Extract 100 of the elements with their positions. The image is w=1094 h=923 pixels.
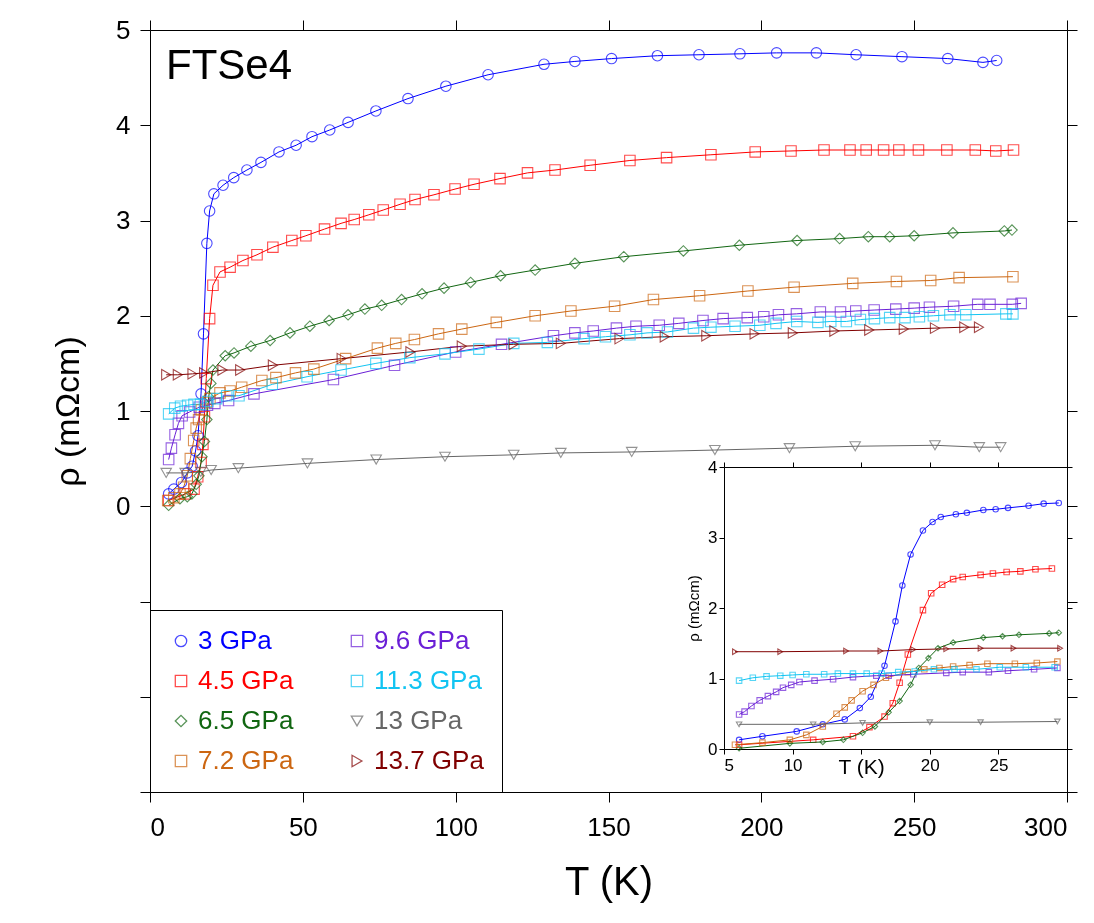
point — [841, 716, 849, 723]
point — [772, 688, 780, 696]
point — [789, 671, 796, 679]
point — [735, 721, 743, 728]
point — [937, 513, 945, 521]
point — [779, 684, 787, 691]
point — [849, 733, 857, 740]
legend-label: 6.5 GPa — [198, 705, 294, 735]
x-tick-label: 50 — [288, 811, 318, 842]
y-tick-label: 3 — [116, 205, 131, 235]
point — [929, 518, 936, 526]
x-tick-label: 300 — [1024, 811, 1068, 842]
y-axis-title: ρ (mΩcm) — [685, 575, 703, 642]
point — [1033, 659, 1041, 667]
y-tick-label: 0 — [116, 490, 131, 521]
y-tick-label: 0 — [708, 739, 718, 759]
point — [925, 654, 932, 662]
x-tick-label: 20 — [920, 755, 940, 775]
point — [977, 571, 984, 579]
point — [1022, 663, 1030, 671]
point — [1045, 630, 1053, 637]
point — [856, 704, 864, 712]
legend-label: 9.6 GPa — [374, 625, 470, 655]
point — [871, 723, 879, 730]
point — [896, 697, 903, 705]
point — [1010, 644, 1017, 652]
point — [829, 675, 837, 683]
x-axis-title: T (K) — [838, 754, 885, 778]
point — [811, 677, 818, 684]
point — [999, 632, 1006, 640]
y-tick-label: 1 — [116, 395, 131, 426]
x-tick-label: 10 — [783, 755, 803, 775]
point — [741, 708, 748, 715]
point — [896, 679, 903, 687]
legend-label: 7.2 GPa — [198, 745, 294, 775]
point — [756, 697, 763, 704]
point — [992, 506, 999, 513]
legend-label: 3 GPa — [198, 625, 273, 655]
point — [984, 660, 991, 667]
x-axis-title: T (K) — [564, 858, 654, 903]
point — [963, 509, 971, 517]
point — [1040, 500, 1047, 507]
point — [809, 721, 817, 728]
y-tick-label: 2 — [116, 300, 131, 331]
x-tick-label: 250 — [892, 811, 937, 842]
point — [996, 663, 1004, 671]
point — [1055, 629, 1063, 636]
x-tick-label: 25 — [989, 755, 1009, 775]
point — [1030, 666, 1038, 673]
point — [899, 582, 906, 589]
point — [866, 723, 873, 731]
point — [952, 510, 960, 518]
point — [930, 666, 938, 673]
point — [894, 668, 902, 676]
point — [966, 661, 973, 669]
y-tick-label: 4 — [116, 109, 131, 140]
x-tick-label: 100 — [434, 811, 478, 842]
y-tick-label: 2 — [708, 598, 718, 618]
point — [820, 670, 828, 678]
point — [889, 699, 897, 707]
point — [919, 527, 927, 534]
y-axis-title: ρ (mΩcm) — [48, 336, 87, 487]
point — [873, 672, 880, 679]
point — [776, 672, 784, 679]
point — [819, 738, 827, 746]
point — [748, 702, 755, 710]
point — [926, 719, 934, 726]
point — [877, 647, 884, 655]
point — [803, 670, 810, 678]
point — [859, 729, 866, 737]
x-tick-label: 200 — [740, 811, 784, 842]
point — [841, 704, 849, 711]
legend-label: 13 GPa — [374, 705, 463, 735]
point — [849, 673, 857, 681]
point — [878, 670, 886, 677]
point — [840, 736, 847, 744]
point — [863, 670, 870, 677]
point — [793, 728, 801, 735]
point — [809, 736, 817, 744]
point — [907, 551, 914, 558]
point — [777, 648, 784, 655]
x-tick-label: 150 — [587, 811, 631, 842]
point — [1004, 504, 1012, 512]
point — [936, 664, 943, 672]
point — [731, 741, 739, 749]
point — [892, 618, 899, 625]
point — [1003, 568, 1010, 576]
point — [959, 573, 967, 581]
point — [904, 651, 912, 658]
x-tick-label: 5 — [724, 755, 734, 775]
point — [1054, 718, 1061, 725]
point — [1025, 502, 1032, 510]
point — [921, 666, 928, 673]
point — [977, 719, 984, 726]
point — [763, 673, 770, 680]
point — [881, 662, 888, 670]
point — [980, 634, 987, 641]
point — [1004, 667, 1012, 675]
point — [938, 581, 946, 589]
point — [949, 575, 957, 583]
